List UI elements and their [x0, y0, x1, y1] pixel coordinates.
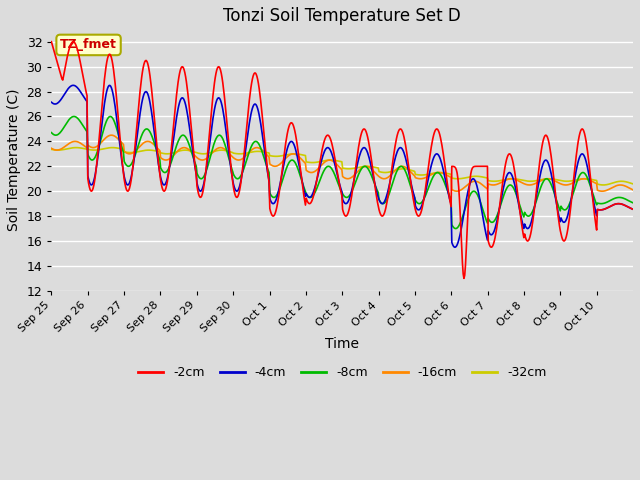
Title: Tonzi Soil Temperature Set D: Tonzi Soil Temperature Set D: [223, 7, 461, 25]
Legend: -2cm, -4cm, -8cm, -16cm, -32cm: -2cm, -4cm, -8cm, -16cm, -32cm: [133, 361, 552, 384]
X-axis label: Time: Time: [325, 337, 359, 351]
Y-axis label: Soil Temperature (C): Soil Temperature (C): [7, 89, 21, 231]
Text: TZ_fmet: TZ_fmet: [60, 38, 117, 51]
